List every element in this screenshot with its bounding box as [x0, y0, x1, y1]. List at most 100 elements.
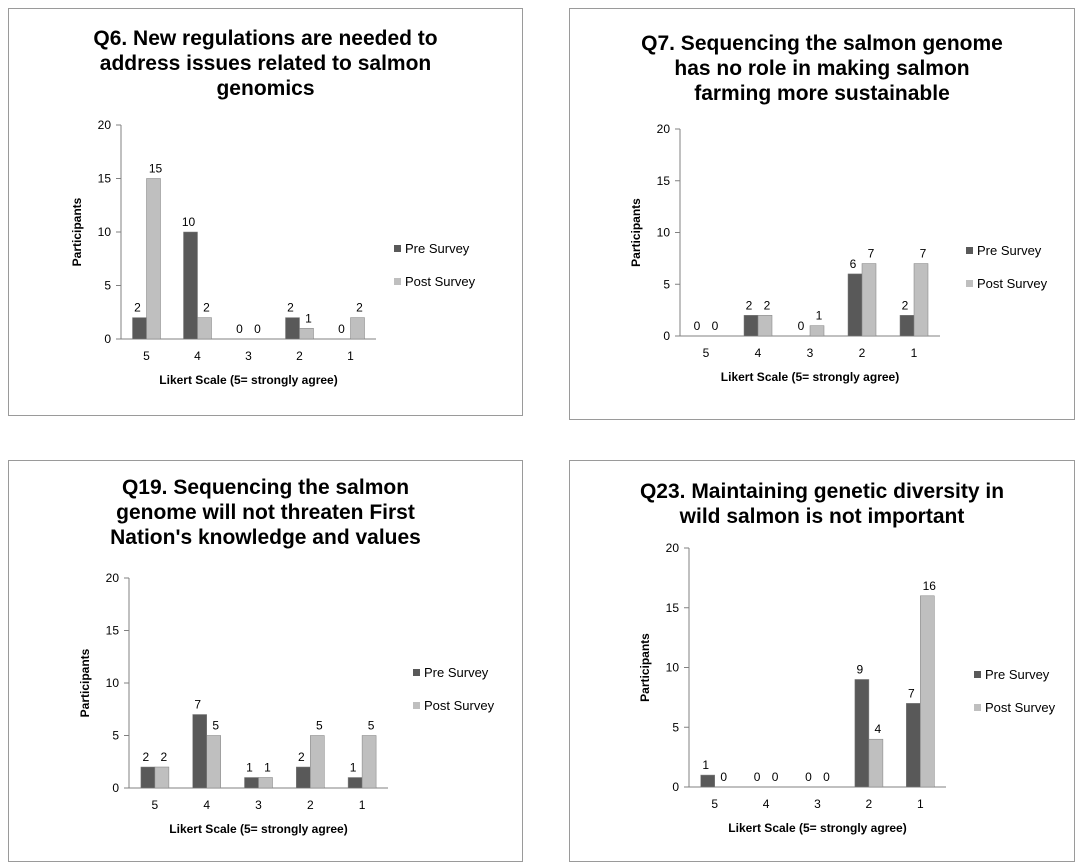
x-tick-label: 4	[203, 798, 210, 812]
bar-pre-survey	[700, 774, 715, 788]
x-tick-label: 5	[143, 349, 150, 363]
data-label: 10	[182, 215, 196, 229]
data-label: 7	[908, 686, 915, 700]
legend-item-post: Post Survey	[974, 698, 1055, 716]
legend-label-pre: Pre Survey	[424, 664, 489, 680]
data-label: 0	[772, 770, 779, 784]
bar-post-survey	[861, 263, 877, 337]
y-tick-label: 10	[106, 676, 120, 690]
bar-post-survey	[809, 325, 825, 337]
y-axis-label: Participants	[78, 648, 92, 717]
y-tick-label: 0	[112, 781, 119, 795]
y-tick-label: 15	[98, 172, 112, 186]
bar-pre-survey	[244, 777, 259, 789]
data-label: 2	[902, 298, 909, 312]
y-axis-label: Participants	[629, 198, 643, 267]
data-label: 2	[356, 301, 363, 315]
data-label: 2	[134, 301, 141, 315]
x-tick-label: 2	[296, 349, 303, 363]
y-tick-label: 15	[657, 174, 671, 188]
y-tick-label: 20	[666, 541, 680, 555]
legend-label-post: Post Survey	[977, 275, 1048, 291]
data-label: 1	[816, 309, 823, 323]
chart-legend: Pre Survey Post Survey	[394, 239, 475, 305]
bar-pre-survey	[192, 714, 207, 789]
x-tick-label: 1	[911, 346, 918, 360]
chart-title: Q7. Sequencing the salmon genome has no …	[641, 32, 1003, 105]
legend-swatch-post	[413, 701, 420, 709]
x-tick-label: 4	[755, 346, 762, 360]
bar-pre-survey	[347, 777, 363, 789]
y-tick-label: 20	[657, 122, 671, 136]
data-label: 1	[305, 311, 312, 325]
y-axis-label: Participants	[638, 633, 652, 702]
data-label: 15	[149, 162, 163, 176]
data-label: 0	[254, 322, 261, 336]
data-label: 2	[161, 750, 168, 764]
x-tick-label: 2	[859, 346, 866, 360]
data-label: 0	[236, 322, 243, 336]
legend-item-pre: Pre Survey	[413, 663, 494, 681]
data-label: 2	[287, 301, 294, 315]
data-label: 1	[264, 761, 271, 775]
data-label: 1	[350, 761, 357, 775]
data-label: 5	[368, 719, 375, 733]
data-label: 0	[712, 319, 719, 333]
data-label: 0	[720, 770, 727, 784]
data-label: 2	[764, 298, 771, 312]
chart-panel-q6: Q6. New regulations are needed to addres…	[8, 8, 523, 416]
x-tick-label: 5	[703, 346, 710, 360]
bar-post-survey	[154, 766, 170, 789]
legend-label-pre: Pre Survey	[977, 242, 1042, 258]
chart-panel-q7: Q7. Sequencing the salmon genome has no …	[569, 8, 1075, 420]
x-axis-label: Likert Scale (5= strongly agree)	[728, 821, 906, 835]
bar-pre-survey	[183, 231, 198, 340]
y-tick-label: 0	[104, 332, 111, 346]
chart-title: Q23. Maintaining genetic diversity in wi…	[639, 480, 1005, 528]
legend-item-post: Post Survey	[413, 696, 494, 714]
bar-pre-survey	[285, 317, 300, 340]
bar-pre-survey	[847, 273, 863, 337]
x-tick-label: 1	[347, 349, 354, 363]
legend-swatch-pre	[974, 670, 981, 678]
chart-legend: Pre Survey Post Survey	[966, 241, 1047, 307]
y-tick-label: 20	[98, 118, 112, 132]
legend-label-pre: Pre Survey	[405, 240, 470, 256]
x-tick-label: 1	[359, 798, 366, 812]
data-label: 7	[920, 247, 927, 261]
legend-item-post: Post Survey	[394, 272, 475, 290]
data-label: 2	[746, 298, 753, 312]
chart-panel-q19: Q19. Sequencing the salmon genome will n…	[8, 460, 523, 862]
legend-swatch-pre	[394, 244, 401, 252]
data-label: 0	[754, 770, 761, 784]
bar-post-survey	[868, 738, 884, 788]
bar-pre-survey	[854, 679, 870, 788]
chart-title: Q6. New regulations are needed to addres…	[93, 27, 438, 100]
y-tick-label: 10	[666, 661, 680, 675]
y-tick-label: 10	[657, 226, 671, 240]
legend-label-post: Post Survey	[985, 699, 1056, 715]
data-label: 2	[143, 750, 150, 764]
y-tick-label: 15	[106, 624, 120, 638]
bar-post-survey	[350, 317, 365, 340]
bar-pre-survey	[132, 317, 147, 340]
legend-item-pre: Pre Survey	[966, 241, 1047, 259]
x-tick-label: 4	[194, 349, 201, 363]
data-label: 0	[338, 322, 345, 336]
bar-post-survey	[920, 595, 935, 788]
x-tick-label: 3	[807, 346, 814, 360]
bar-post-survey	[299, 328, 314, 340]
chart-legend: Pre Survey Post Survey	[974, 665, 1055, 731]
y-tick-label: 10	[98, 225, 112, 239]
legend-swatch-post	[394, 277, 401, 285]
legend-label-post: Post Survey	[424, 697, 495, 713]
bar-post-survey	[361, 735, 377, 789]
data-label: 1	[246, 761, 253, 775]
data-label: 16	[923, 579, 937, 593]
legend-swatch-pre	[966, 246, 973, 254]
y-tick-label: 0	[672, 780, 679, 794]
